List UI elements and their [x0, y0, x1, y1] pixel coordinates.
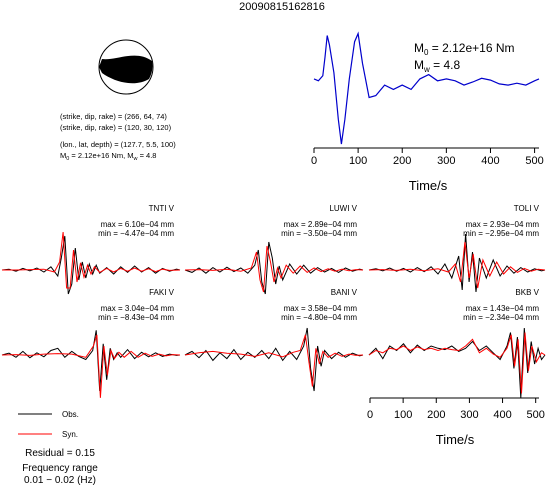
station-min-amplitude: min = −8.43e−04 mm: [98, 313, 174, 322]
mechanism-moment: M0 = 2.12e+16 Nm, Mw = 4.8: [60, 151, 156, 162]
stf-tick-label: 400: [481, 155, 499, 167]
observed-waveform-line: [1, 330, 181, 392]
mechanism-info: (strike, dip, rake) = (266, 64, 74) (str…: [60, 112, 176, 162]
station-name: BANI V: [331, 288, 358, 297]
bottom-time-axis: 0 100 200 300 400 500 Time/s: [367, 397, 545, 447]
observed-waveform-line: [184, 241, 364, 295]
station-max-amplitude: max = 3.04e−04 mm: [101, 304, 175, 313]
frequency-range-value: 0.01 − 0.02 (Hz): [24, 475, 96, 485]
figure-title: 20090815162816: [239, 1, 325, 13]
stf-x-label: Time/s: [409, 178, 448, 193]
stf-tick-label: 300: [437, 155, 455, 167]
bottom-x-label: Time/s: [436, 432, 475, 447]
stf-tick-label: 100: [349, 155, 367, 167]
station-max-amplitude: max = 2.93e−04 mm: [466, 220, 540, 229]
stf-series-line: [313, 31, 540, 145]
legend-syn-label: Syn.: [62, 430, 78, 439]
bottom-tick-label: 500: [527, 409, 545, 421]
legend-obs-label: Obs.: [62, 410, 79, 419]
observed-waveform-line: [1, 235, 181, 295]
station-min-amplitude: min = −2.95e−04 mm: [463, 229, 539, 238]
bottom-tick-label: 100: [394, 409, 412, 421]
bottom-x-ticks: 0 100 200 300 400 500: [367, 398, 545, 421]
observed-waveform-line: [184, 327, 364, 392]
stf-tick-label: 500: [525, 155, 543, 167]
synthetic-waveform-line: [2, 231, 181, 289]
station-min-amplitude: min = −2.34e−04 mm: [463, 313, 539, 322]
stf-mw-label: Mw = 4.8: [414, 58, 460, 74]
station-name: LUWI V: [329, 204, 357, 213]
station-min-amplitude: min = −3.50e−04 mm: [281, 229, 357, 238]
stf-tick-label: 200: [393, 155, 411, 167]
station-name: FAKI V: [149, 288, 175, 297]
station-max-amplitude: max = 1.43e−04 mm: [466, 304, 540, 313]
station-max-amplitude: max = 3.58e−04 mm: [284, 304, 358, 313]
stf-plot: M0 = 2.12e+16 Nm Mw = 4.8 0 100 200 300 400 5…: [311, 31, 544, 193]
stf-tick-label: 0: [311, 155, 317, 167]
station-name: TNTI V: [149, 204, 175, 213]
bottom-tick-label: 200: [427, 409, 445, 421]
station-max-amplitude: max = 2.89e−04 mm: [284, 220, 358, 229]
bottom-tick-label: 300: [460, 409, 478, 421]
beachball-icon: [98, 39, 154, 95]
mechanism-plane1: (strike, dip, rake) = (266, 64, 74): [60, 112, 167, 121]
station-min-amplitude: min = −4.47e−04 mm: [98, 229, 174, 238]
station-max-amplitude: max = 6.10e−04 mm: [101, 220, 175, 229]
observed-waveform-line: [368, 327, 546, 398]
stf-x-ticks: 0 100 200 300 400 500: [311, 148, 544, 167]
legend: Obs. Syn. Residual = 0.15 Frequency rang…: [18, 410, 98, 485]
mechanism-plane2: (strike, dip, rake) = (120, 30, 120): [60, 123, 172, 132]
synthetic-waveform-line: [368, 241, 546, 289]
frequency-range-title: Frequency range: [22, 463, 98, 474]
station-name: TOLI V: [514, 204, 540, 213]
residual-label: Residual = 0.15: [25, 448, 95, 459]
bottom-tick-label: 0: [367, 409, 373, 421]
station-min-amplitude: min = −4.80e−04 mm: [281, 313, 357, 322]
observed-waveform-line: [368, 233, 546, 293]
bottom-tick-label: 400: [493, 409, 511, 421]
synthetic-waveform-line: [184, 334, 364, 387]
synthetic-waveform-line: [1, 334, 181, 398]
synthetic-waveform-line: [184, 245, 364, 293]
stf-moment-label: M0 = 2.12e+16 Nm: [414, 41, 515, 57]
synthetic-waveform-line: [368, 332, 546, 394]
station-name: BKB V: [515, 288, 539, 297]
mechanism-location: (lon., lat, depth) = (127.7, 5.5, 100): [60, 140, 176, 149]
